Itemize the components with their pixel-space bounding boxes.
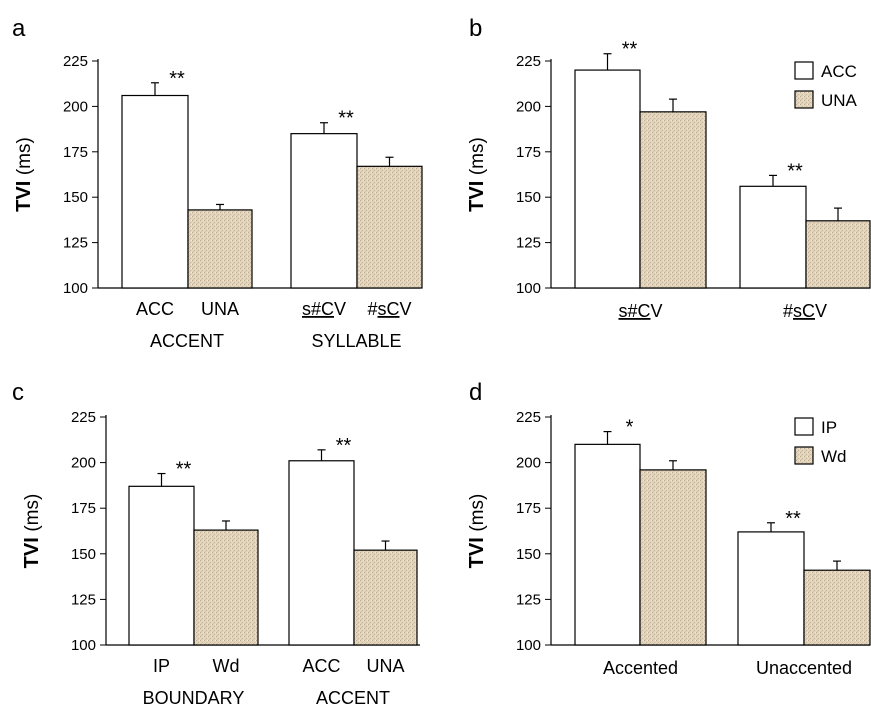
y-tick-label: 200 [516, 98, 541, 115]
bar [193, 529, 259, 646]
group-label: #sCV [783, 301, 827, 321]
panel-a: a TVI (ms) 100 125 150 175 200 225 ACC UNA ** ACCEN… [12, 15, 423, 351]
bar [803, 569, 871, 646]
group-label: BOUNDARY [143, 688, 245, 708]
y-tick-label: 225 [516, 53, 541, 70]
panel-letter: c [12, 379, 24, 406]
panel-b: b TVI (ms) 100 125 150 175 200 225 ** s#CV ** #sCV A… [466, 15, 871, 321]
legend-swatch [794, 417, 814, 436]
bar [639, 111, 707, 289]
significance-marker: ** [338, 108, 354, 130]
legend: IP Wd [794, 417, 847, 466]
y-tick-label: 175 [71, 500, 96, 517]
group-label: s#CV [618, 301, 662, 321]
y-tick-label: 175 [516, 144, 541, 161]
bar [574, 443, 641, 646]
category-label: Wd [213, 656, 240, 676]
category-label: UNA [201, 299, 239, 319]
significance-marker: ** [785, 508, 801, 530]
significance-marker: ** [787, 160, 803, 182]
y-tick-label: 150 [516, 189, 541, 206]
group-label: ACCENT [150, 331, 224, 351]
significance-marker: ** [622, 39, 638, 61]
y-tick-label: 175 [516, 500, 541, 517]
y-tick-label: 100 [516, 280, 541, 297]
y-axis-label: TVI (ms) [13, 137, 35, 212]
category-label: UNA [366, 656, 404, 676]
category-label: IP [153, 656, 170, 676]
panel-c: c TVI (ms) 100 125 150 175 200 225 IP Wd ** BOUNDAR… [12, 379, 420, 708]
y-tick-label: 225 [71, 409, 96, 426]
bar [805, 220, 871, 289]
y-tick-label: 125 [516, 235, 541, 252]
y-tick-label: 200 [63, 98, 88, 115]
bar [574, 69, 641, 289]
category-label: ACC [136, 299, 174, 319]
legend-swatch [794, 61, 814, 80]
y-tick-label: 225 [63, 53, 88, 70]
bar [737, 531, 805, 646]
legend-label: ACC [821, 62, 857, 81]
panel-letter: a [12, 15, 26, 42]
y-tick-label: 125 [63, 235, 88, 252]
y-tick-label: 125 [71, 591, 96, 608]
category-label: ACC [302, 656, 340, 676]
bar [128, 485, 195, 646]
y-tick-label: 200 [71, 455, 96, 472]
bar [356, 165, 423, 289]
significance-marker: ** [176, 459, 192, 481]
group-label: SYLLABLE [311, 331, 401, 351]
panel-d: d TVI (ms) 100 125 150 175 200 225 * Accented ** Un… [466, 379, 871, 678]
group-label: ACCENT [316, 688, 390, 708]
bar [288, 460, 355, 646]
y-tick-label: 175 [63, 144, 88, 161]
legend-swatch [794, 90, 814, 109]
y-axis-label: TVI (ms) [466, 137, 488, 212]
y-tick-label: 100 [516, 637, 541, 654]
y-tick-label: 225 [516, 409, 541, 426]
bar [187, 209, 253, 289]
y-axis-label: TVI (ms) [21, 494, 43, 569]
y-tick-label: 150 [71, 546, 96, 563]
group-label: Unaccented [756, 658, 852, 678]
significance-marker: ** [169, 68, 185, 90]
legend: ACC UNA [794, 61, 858, 110]
y-tick-label: 200 [516, 455, 541, 472]
category-label: s#CV [302, 299, 346, 319]
y-axis-label: TVI (ms) [466, 494, 488, 569]
legend-swatch [794, 446, 814, 465]
y-tick-label: 125 [516, 591, 541, 608]
y-tick-label: 100 [71, 637, 96, 654]
legend-label: IP [821, 418, 837, 437]
y-tick-label: 150 [516, 546, 541, 563]
y-tick-label: 150 [63, 189, 88, 206]
bar [121, 94, 189, 289]
bar [739, 185, 807, 289]
panel-letter: b [469, 15, 482, 42]
y-tick-label: 100 [63, 280, 88, 297]
significance-marker: ** [336, 435, 352, 457]
panel-letter: d [469, 379, 482, 406]
legend-label: UNA [821, 91, 858, 110]
bar [353, 549, 418, 646]
category-label: #sCV [367, 299, 411, 319]
bar [639, 469, 707, 646]
group-label: Accented [603, 658, 678, 678]
legend-label: Wd [821, 447, 847, 466]
bar [290, 133, 358, 289]
significance-marker: * [626, 417, 634, 439]
